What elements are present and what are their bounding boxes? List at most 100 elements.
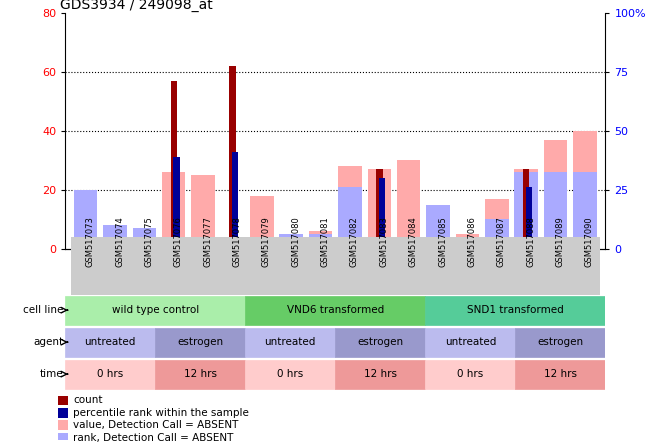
Text: VND6 transformed: VND6 transformed: [286, 305, 384, 315]
Bar: [65, 297, 245, 325]
Bar: [229, 66, 236, 249]
Bar: [379, 178, 385, 249]
Text: GSM517078: GSM517078: [232, 216, 242, 267]
Bar: [71, 237, 100, 295]
Text: GSM517080: GSM517080: [291, 216, 300, 267]
Bar: [573, 172, 596, 249]
Text: GSM517073: GSM517073: [86, 216, 94, 267]
Bar: [426, 205, 450, 249]
Text: GSM517086: GSM517086: [467, 216, 477, 267]
Text: agent: agent: [33, 337, 64, 347]
Bar: [516, 361, 605, 389]
Bar: [544, 172, 567, 249]
Bar: [456, 234, 479, 249]
Bar: [245, 297, 425, 325]
Bar: [335, 361, 425, 389]
Text: SND1 transformed: SND1 transformed: [467, 305, 564, 315]
Bar: [368, 169, 391, 249]
Bar: [58, 408, 68, 418]
Bar: [159, 237, 188, 295]
Bar: [133, 243, 156, 249]
Text: 12 hrs: 12 hrs: [184, 369, 217, 379]
Bar: [58, 396, 68, 405]
Bar: [65, 329, 155, 357]
Bar: [279, 240, 303, 249]
Bar: [309, 234, 332, 249]
Bar: [155, 329, 245, 357]
Text: time: time: [40, 369, 64, 379]
Text: estrogen: estrogen: [177, 337, 223, 347]
Bar: [188, 237, 218, 295]
Bar: [218, 237, 247, 295]
Bar: [485, 219, 508, 249]
Bar: [130, 237, 159, 295]
Text: cell line: cell line: [23, 305, 64, 315]
Text: GSM517085: GSM517085: [438, 216, 447, 267]
Text: GSM517082: GSM517082: [350, 216, 359, 267]
Text: GSM517084: GSM517084: [409, 216, 418, 267]
Bar: [514, 172, 538, 249]
Text: 12 hrs: 12 hrs: [364, 369, 397, 379]
Bar: [512, 237, 541, 295]
Text: 0 hrs: 0 hrs: [97, 369, 123, 379]
Text: percentile rank within the sample: percentile rank within the sample: [73, 408, 249, 418]
Bar: [309, 231, 332, 249]
Bar: [74, 190, 98, 249]
Bar: [426, 205, 450, 249]
Text: untreated: untreated: [85, 337, 136, 347]
Bar: [65, 361, 155, 389]
Text: GSM517088: GSM517088: [526, 216, 535, 267]
Text: untreated: untreated: [445, 337, 496, 347]
Text: GSM517090: GSM517090: [585, 216, 594, 267]
Bar: [58, 420, 68, 430]
Text: 12 hrs: 12 hrs: [544, 369, 577, 379]
Text: estrogen: estrogen: [537, 337, 583, 347]
Bar: [306, 237, 335, 295]
Bar: [104, 240, 127, 249]
Text: count: count: [73, 396, 103, 405]
Text: GDS3934 / 249098_at: GDS3934 / 249098_at: [60, 0, 212, 12]
Bar: [573, 131, 596, 249]
Bar: [339, 187, 362, 249]
Text: GSM517075: GSM517075: [145, 216, 154, 267]
Bar: [232, 151, 238, 249]
Bar: [247, 237, 277, 295]
Bar: [394, 237, 423, 295]
Bar: [376, 169, 383, 249]
Bar: [74, 190, 98, 249]
Bar: [452, 237, 482, 295]
Bar: [245, 329, 335, 357]
Bar: [544, 140, 567, 249]
Bar: [339, 166, 362, 249]
Bar: [514, 169, 538, 249]
Text: rank, Detection Call = ABSENT: rank, Detection Call = ABSENT: [73, 433, 234, 443]
Bar: [541, 237, 570, 295]
Bar: [485, 198, 508, 249]
Bar: [171, 81, 177, 249]
Bar: [191, 175, 215, 249]
Bar: [397, 160, 421, 249]
Text: wild type control: wild type control: [111, 305, 199, 315]
Text: GSM517077: GSM517077: [203, 216, 212, 267]
Bar: [425, 361, 516, 389]
Text: GSM517083: GSM517083: [380, 216, 388, 267]
Text: untreated: untreated: [264, 337, 316, 347]
Bar: [173, 158, 180, 249]
Bar: [335, 329, 425, 357]
Text: GSM517076: GSM517076: [174, 216, 183, 267]
Bar: [570, 237, 600, 295]
Bar: [523, 169, 529, 249]
Text: GSM517074: GSM517074: [115, 216, 124, 267]
Text: GSM517079: GSM517079: [262, 216, 271, 267]
Bar: [250, 196, 273, 249]
Bar: [162, 172, 186, 249]
Bar: [516, 329, 605, 357]
Text: estrogen: estrogen: [357, 337, 404, 347]
Bar: [365, 237, 394, 295]
Text: GSM517089: GSM517089: [555, 216, 564, 267]
Text: 0 hrs: 0 hrs: [457, 369, 484, 379]
Bar: [279, 234, 303, 249]
Bar: [423, 237, 452, 295]
Bar: [133, 228, 156, 249]
Text: 0 hrs: 0 hrs: [277, 369, 303, 379]
